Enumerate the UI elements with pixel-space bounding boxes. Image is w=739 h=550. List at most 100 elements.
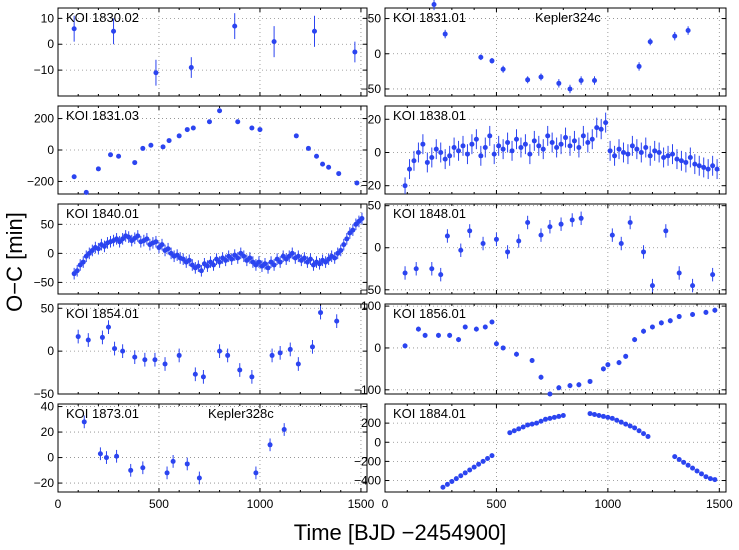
data-point	[237, 367, 243, 373]
data-point	[186, 257, 192, 263]
data-point	[467, 228, 473, 234]
panel-frame	[57, 403, 368, 493]
data-point	[538, 418, 544, 424]
data-point	[101, 243, 107, 249]
data-point	[489, 319, 495, 325]
data-point	[164, 470, 170, 476]
data-point	[672, 454, 678, 460]
y-tick-label: −50	[34, 387, 55, 401]
data-point	[578, 215, 584, 221]
data-point	[707, 476, 713, 482]
data-point	[277, 259, 283, 265]
y-tick-label: −50	[361, 283, 382, 297]
data-point	[636, 428, 642, 434]
data-point	[587, 411, 593, 417]
y-tick-label: 20	[41, 425, 55, 439]
data-point	[638, 149, 644, 155]
data-point	[632, 337, 638, 343]
y-tick-label: 20	[368, 112, 382, 126]
data-point	[336, 171, 342, 177]
panel-frame	[57, 203, 368, 295]
data-point	[217, 108, 223, 114]
panel-label: KOI 1831.03	[66, 108, 139, 123]
data-point	[449, 478, 455, 484]
panel-frame	[57, 7, 368, 97]
panel-frame	[57, 105, 368, 195]
y-tick-label: −200	[27, 174, 54, 188]
data-point	[473, 326, 479, 332]
panel-label: KOI 1838.01	[393, 108, 466, 123]
data-point	[701, 164, 707, 170]
data-point	[111, 28, 117, 34]
data-point	[478, 54, 484, 60]
data-point	[703, 474, 709, 480]
data-point	[429, 266, 435, 272]
data-point	[585, 140, 591, 146]
data-point	[576, 382, 582, 388]
data-point	[667, 318, 673, 324]
data-point	[592, 412, 598, 418]
data-point	[433, 146, 439, 152]
data-point	[592, 78, 598, 84]
data-point	[447, 332, 453, 338]
data-point	[311, 28, 317, 34]
data-point	[652, 148, 658, 154]
data-point	[344, 236, 350, 242]
data-point	[195, 263, 201, 269]
x-tick-label: 1500	[706, 497, 733, 511]
data-point	[676, 314, 682, 320]
data-point	[556, 385, 562, 391]
data-point	[614, 417, 620, 423]
y-tick-label: 100	[361, 299, 381, 313]
data-point	[295, 361, 301, 367]
data-point	[513, 351, 519, 357]
data-point	[476, 461, 482, 467]
data-point	[402, 343, 408, 349]
data-point	[97, 451, 103, 457]
panel-planet-name: Kepler328c	[208, 406, 274, 421]
data-point	[128, 467, 134, 473]
x-tick-label: 1000	[595, 497, 622, 511]
data-point	[464, 151, 470, 157]
data-point	[144, 236, 150, 242]
data-point	[206, 119, 212, 125]
data-point	[522, 141, 528, 147]
data-point	[334, 318, 340, 324]
data-point	[148, 142, 154, 148]
data-point	[105, 324, 111, 330]
data-point	[253, 470, 259, 476]
data-point	[80, 259, 86, 265]
data-point	[605, 414, 611, 420]
data-point	[305, 145, 311, 151]
x-tick-label: 500	[149, 497, 169, 511]
data-point	[478, 153, 484, 159]
data-point	[558, 221, 564, 227]
y-tick-label: −200	[354, 454, 381, 468]
data-point	[620, 149, 626, 155]
data-point	[217, 259, 223, 265]
data-point	[518, 145, 524, 151]
data-point	[692, 161, 698, 167]
data-point	[235, 255, 241, 261]
data-point	[489, 58, 495, 64]
data-point	[415, 149, 421, 155]
data-point	[520, 424, 526, 430]
data-point	[473, 136, 479, 142]
data-point	[317, 261, 323, 267]
data-point	[453, 476, 459, 482]
y-tick-label: −50	[361, 82, 382, 96]
data-point	[690, 311, 696, 317]
panel-planet-name: Kepler324c	[535, 10, 601, 25]
data-point	[83, 189, 89, 195]
data-point	[444, 233, 450, 239]
data-point	[132, 354, 138, 360]
data-point	[578, 78, 584, 84]
data-point	[681, 459, 687, 465]
data-point	[696, 163, 702, 169]
data-point	[480, 241, 486, 247]
data-point	[277, 350, 283, 356]
data-point	[647, 153, 653, 159]
panel: −50 0 50 KOI 1848.01	[361, 199, 727, 297]
data-point	[480, 458, 486, 464]
